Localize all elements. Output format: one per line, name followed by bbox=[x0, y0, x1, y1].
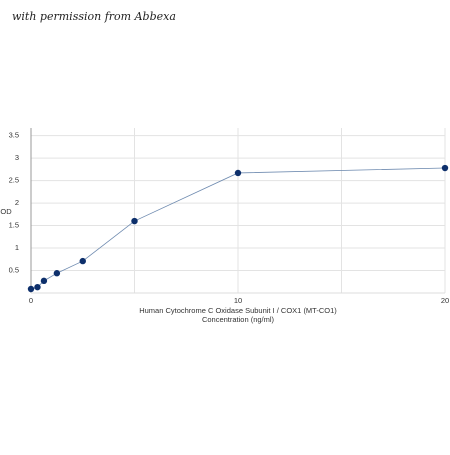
data-point bbox=[40, 277, 48, 285]
x-tick-label: 0 bbox=[29, 296, 33, 305]
x-tick-label: 20 bbox=[441, 296, 449, 305]
data-point bbox=[131, 217, 138, 225]
x-axis-label: Concentration (ng/ml) bbox=[202, 315, 275, 324]
x-tick-label: 10 bbox=[234, 296, 242, 305]
y-axis-label: OD bbox=[0, 207, 12, 216]
data-point bbox=[53, 270, 61, 277]
y-tick-label: 3.5 bbox=[9, 131, 19, 140]
y-tick-label: 3 bbox=[15, 153, 19, 162]
data-point bbox=[441, 164, 449, 172]
data-point bbox=[34, 283, 41, 291]
y-tick-label: 2.5 bbox=[9, 176, 19, 185]
data-point bbox=[79, 257, 86, 265]
y-tick-label: 1 bbox=[15, 243, 19, 252]
x-axis-label: Human Cytochrome C Oxidase Subunit I / C… bbox=[139, 306, 337, 315]
y-tick-label: 1.5 bbox=[9, 221, 19, 230]
watermark: with permission from Abbexa bbox=[12, 10, 176, 23]
y-tick-label: 2 bbox=[15, 198, 19, 207]
y-tick-label: 0.5 bbox=[9, 266, 19, 275]
data-point bbox=[234, 169, 242, 177]
data-point bbox=[27, 285, 35, 293]
